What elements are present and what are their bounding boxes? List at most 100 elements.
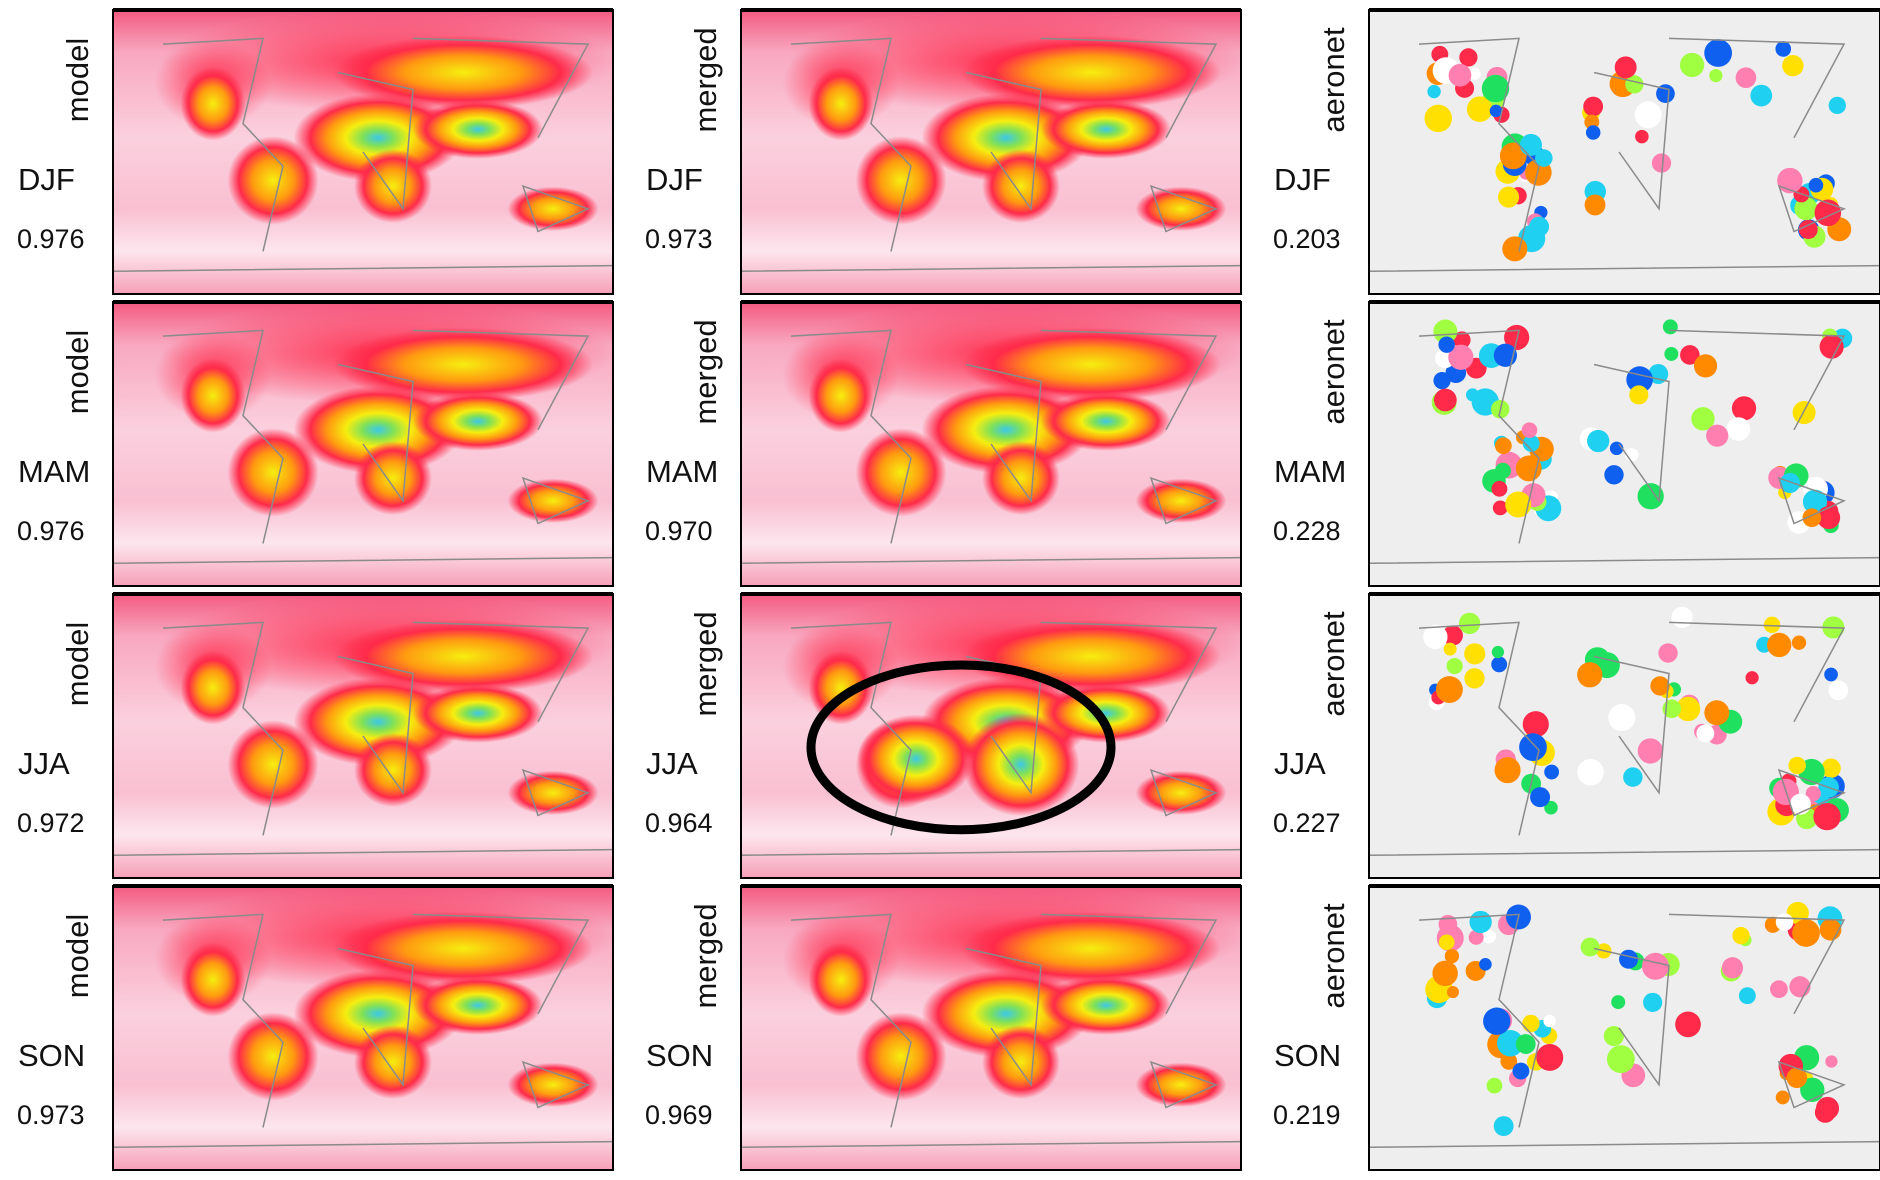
aerosol-field [413, 976, 543, 1035]
aerosol-field [961, 620, 1221, 694]
aerosol-field [333, 36, 593, 110]
aerosol-field [354, 733, 432, 807]
station [1522, 422, 1538, 438]
aerosol-field [809, 359, 874, 433]
station [1675, 1012, 1701, 1038]
map-panel: mergedMAM0.970 [645, 301, 1244, 586]
correlation-value: 0.973 [645, 224, 713, 254]
station [1604, 1026, 1624, 1046]
aerosol-field [354, 1025, 432, 1099]
station [1424, 105, 1452, 133]
season-label: MAM [1274, 454, 1346, 489]
station [1516, 1034, 1536, 1054]
season-label: JJA [646, 746, 698, 781]
aerosol-field [181, 651, 246, 725]
aerosol-field [181, 359, 246, 433]
map-panel: merged SON 0.969 [645, 885, 1244, 1170]
station [1536, 1044, 1563, 1071]
correlation-value: 0.973 [17, 1100, 85, 1130]
column-label: aeronet [1316, 611, 1351, 717]
station [1498, 187, 1519, 208]
aerosol-field [982, 149, 1060, 223]
station [1629, 385, 1648, 404]
season-label: DJF [1274, 162, 1331, 197]
map [1369, 302, 1880, 586]
map [1369, 594, 1880, 878]
station [1423, 625, 1447, 649]
station [1722, 957, 1743, 978]
column-label: model [60, 38, 95, 122]
station [1776, 913, 1794, 931]
station [1815, 1102, 1836, 1123]
season-label: SON [646, 1038, 713, 1073]
map [741, 9, 1244, 294]
correlation-value: 0.976 [17, 516, 85, 546]
station [1635, 130, 1648, 143]
station [1586, 125, 1601, 140]
aerosol-field [1041, 976, 1171, 1035]
aerosol-field [1041, 392, 1171, 451]
station [1447, 986, 1459, 998]
station [1750, 85, 1772, 107]
correlation-value: 0.219 [1273, 1100, 1341, 1130]
station [1492, 481, 1508, 497]
aerosol-field [858, 714, 975, 803]
station [1444, 643, 1457, 656]
station [1583, 97, 1603, 117]
station [1619, 950, 1638, 969]
station [1519, 733, 1547, 761]
station [1732, 396, 1756, 420]
station [1523, 711, 1549, 737]
aerosol-field [961, 912, 1221, 986]
station [1544, 765, 1559, 780]
map-panel: aeronetDJF0.203 [1273, 10, 1880, 294]
station [1487, 1078, 1503, 1094]
station [1495, 463, 1511, 479]
station [1433, 372, 1450, 389]
station [1635, 101, 1662, 128]
station [1704, 700, 1729, 725]
station [1788, 757, 1805, 774]
season-label: JJA [1274, 746, 1326, 781]
station [1520, 134, 1542, 156]
station [1706, 425, 1728, 447]
station [1459, 48, 1477, 66]
station [1696, 725, 1714, 743]
station [1829, 681, 1849, 701]
station [1543, 1015, 1555, 1027]
station [1782, 55, 1803, 76]
column-label: model [60, 330, 95, 414]
correlation-value: 0.969 [645, 1100, 713, 1130]
column-label: aeronet [1316, 27, 1351, 133]
aerosol-field [982, 1025, 1060, 1099]
station [1459, 613, 1480, 634]
station [1704, 39, 1732, 67]
map [113, 9, 616, 294]
station [1793, 401, 1816, 424]
column-label: aeronet [1316, 903, 1351, 1009]
station [1505, 492, 1531, 518]
station [1604, 465, 1623, 484]
station [1789, 976, 1810, 997]
station [1658, 643, 1677, 662]
map-panel: mergedJJA0.964 [645, 593, 1244, 878]
station [1464, 668, 1484, 688]
column-label: merged [688, 903, 723, 1008]
station [1652, 153, 1671, 172]
station [1776, 1090, 1790, 1104]
station [1577, 662, 1602, 687]
season-label: MAM [646, 454, 718, 489]
station [1813, 803, 1840, 830]
column-label: merged [688, 319, 723, 424]
column-label: model [60, 622, 95, 706]
column-label: aeronet [1316, 319, 1351, 425]
station [1770, 980, 1788, 998]
station [1792, 636, 1806, 650]
station [1483, 1008, 1510, 1035]
aerosol-field [982, 441, 1060, 515]
map [113, 885, 616, 1170]
station [1494, 1116, 1514, 1136]
station [1581, 938, 1600, 957]
